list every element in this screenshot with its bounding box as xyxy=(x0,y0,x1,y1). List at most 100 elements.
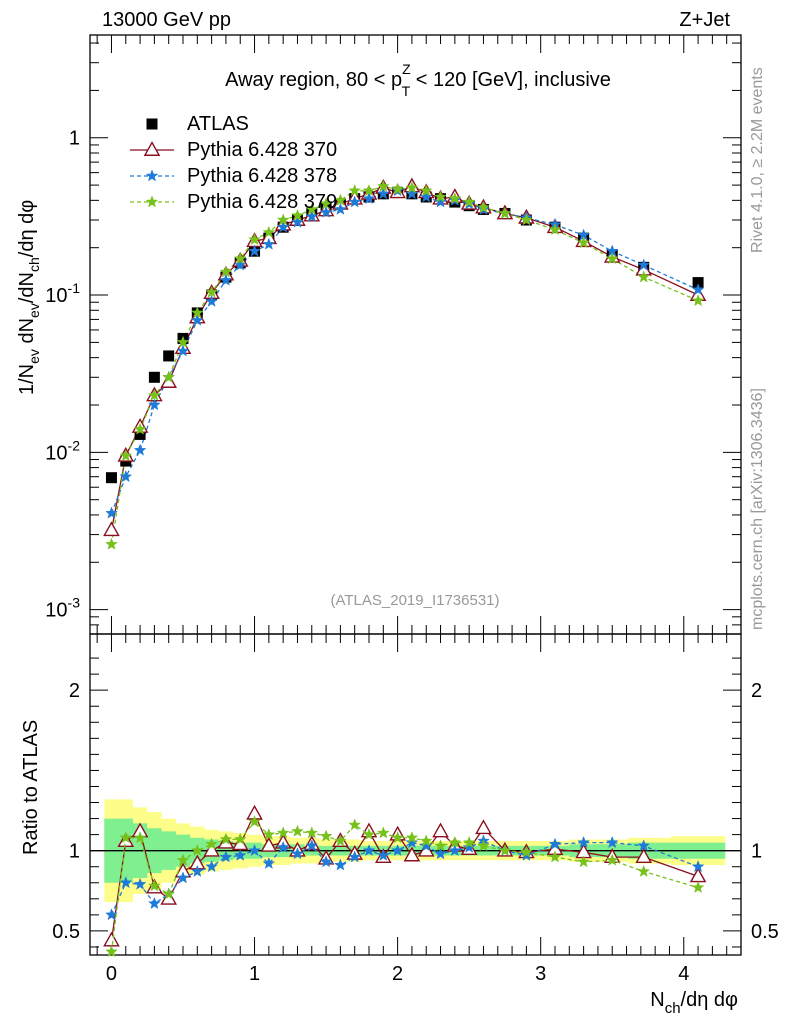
ratio-point-3 xyxy=(462,835,476,849)
ratio-point-3 xyxy=(605,853,619,866)
ratio-point-3 xyxy=(205,837,218,850)
ratio-axes: 0.5 0.5 1 1 2 2 0 1 2 3 4 xyxy=(52,633,779,985)
ratio-point-3 xyxy=(162,887,176,900)
ratio-point-2 xyxy=(334,858,347,871)
mc-point-2 xyxy=(691,283,705,296)
ratio-point-3 xyxy=(477,839,490,852)
ratio-point-3 xyxy=(419,834,433,847)
mcplots-side-label: mcplots.cern.ch [arXiv:1306.3436] xyxy=(749,388,766,630)
xlabel-tail: /dη dφ xyxy=(681,989,738,1011)
mc-point-3 xyxy=(305,202,319,215)
main-line-2 xyxy=(110,190,699,514)
mc-point-2 xyxy=(205,294,218,307)
mc-point-3 xyxy=(176,335,190,348)
xlabel-sub: ch xyxy=(665,1000,681,1017)
ratio-point-2 xyxy=(133,877,147,890)
ratio-point-3 xyxy=(498,844,512,857)
main-ytick-label: 10-3 xyxy=(45,595,80,622)
mc-point-3 xyxy=(637,270,651,283)
xtick-label: 3 xyxy=(535,963,546,985)
legend-entry-label: Pythia 6.428 378 xyxy=(187,165,337,187)
mc-point-1 xyxy=(160,373,178,388)
ratio-frame xyxy=(89,633,742,956)
ylabel-part-6: /dη dφ xyxy=(16,200,38,257)
mc-point-2 xyxy=(434,195,447,208)
ratio-point-3 xyxy=(190,844,204,857)
ratio-point-2 xyxy=(391,844,404,857)
ylabel-part-0: 1/N xyxy=(16,364,38,395)
main-ylabel: 1/Nev dNev/dNch/dη dφ xyxy=(16,200,42,395)
ratio-point-1 xyxy=(203,841,220,857)
data-point xyxy=(163,350,175,362)
rivet-side-label: Rivet 4.1.0, ≥ 2.2M events xyxy=(749,67,766,253)
ratio-ytick-label-left: 0.5 xyxy=(52,921,80,943)
mc-point-3 xyxy=(462,195,476,208)
mc-point-2 xyxy=(419,190,433,203)
ratio-point-2 xyxy=(276,840,290,853)
mc-point-2 xyxy=(334,202,347,215)
ratio-point-1 xyxy=(160,889,178,905)
mc-point-3 xyxy=(219,265,233,278)
ratio-point-1 xyxy=(432,822,449,838)
mc-point-3 xyxy=(248,232,261,246)
ratio-point-3 xyxy=(276,826,290,839)
legend-entry-label: ATLAS xyxy=(187,113,249,135)
ylabel-part-4: /dN xyxy=(16,272,38,303)
mc-point-2 xyxy=(348,195,362,208)
mc-point-3 xyxy=(605,252,619,265)
ratio-point-1 xyxy=(260,836,278,852)
plot-title: Away region, 80 < pZ T < 120 [GeV], inclu… xyxy=(225,61,611,99)
ratio-ytick-label-left: 2 xyxy=(69,680,80,702)
legend: ATLAS Pythia 6.428 370 Pythia 6.428 378 Pyt… xyxy=(130,113,337,213)
mc-point-3 xyxy=(434,190,447,203)
ratio-point-2 xyxy=(691,859,705,873)
mc-point-2 xyxy=(105,506,118,519)
ratio-point-2 xyxy=(348,850,362,863)
ratio-point-2 xyxy=(434,847,447,860)
mc-point-2 xyxy=(376,187,390,200)
ratio-point-2 xyxy=(605,835,619,849)
mc-point-3 xyxy=(233,252,247,265)
ratio-point-3 xyxy=(548,850,562,863)
mc-point-3 xyxy=(205,285,218,298)
ratio-ytick-label-right: 1 xyxy=(751,841,762,863)
ratio-point-2 xyxy=(548,837,562,850)
ratio-point-1 xyxy=(103,931,120,947)
mc-point-3 xyxy=(477,200,490,213)
xtick-label: 2 xyxy=(392,963,403,985)
ratio-point-2 xyxy=(419,839,433,852)
ratio-point-3 xyxy=(391,831,404,844)
ratio-point-2 xyxy=(248,843,261,857)
legend-entry-label: Pythia 6.428 370 xyxy=(187,139,337,161)
ratio-point-1 xyxy=(475,819,492,835)
mc-point-3 xyxy=(405,181,419,194)
ratio-point-2 xyxy=(405,835,419,849)
mc-point-3 xyxy=(319,197,333,210)
ytick-base: 10 xyxy=(45,442,67,464)
main-ytick-label: 10-2 xyxy=(45,437,80,464)
ratio-point-2 xyxy=(577,835,590,849)
mc-point-3 xyxy=(291,208,304,221)
mc-point-2 xyxy=(637,258,651,271)
mc-point-3 xyxy=(448,191,462,205)
ratio-point-3 xyxy=(233,832,247,845)
ratio-line-2 xyxy=(110,840,699,916)
main-line-3 xyxy=(110,185,699,545)
main-ytick-label: 10-1 xyxy=(45,280,80,307)
ratio-point-2 xyxy=(205,859,218,873)
ratio-point-3 xyxy=(148,879,161,892)
mc-point-2 xyxy=(133,443,147,456)
mc-point-2 xyxy=(262,237,276,250)
ratio-point-3 xyxy=(262,827,276,841)
ratio-point-2 xyxy=(233,848,247,861)
ratio-point-3 xyxy=(119,831,133,844)
mc-point-3 xyxy=(362,184,376,197)
mc-point-2 xyxy=(148,398,161,411)
mc-point-3 xyxy=(190,306,204,319)
ratio-point-3 xyxy=(405,831,419,844)
ratio-point-2 xyxy=(448,843,462,857)
title-prefix: Away region, 80 < p xyxy=(225,69,402,91)
ratio-point-2 xyxy=(319,855,333,868)
ratio-point-2 xyxy=(462,840,476,853)
